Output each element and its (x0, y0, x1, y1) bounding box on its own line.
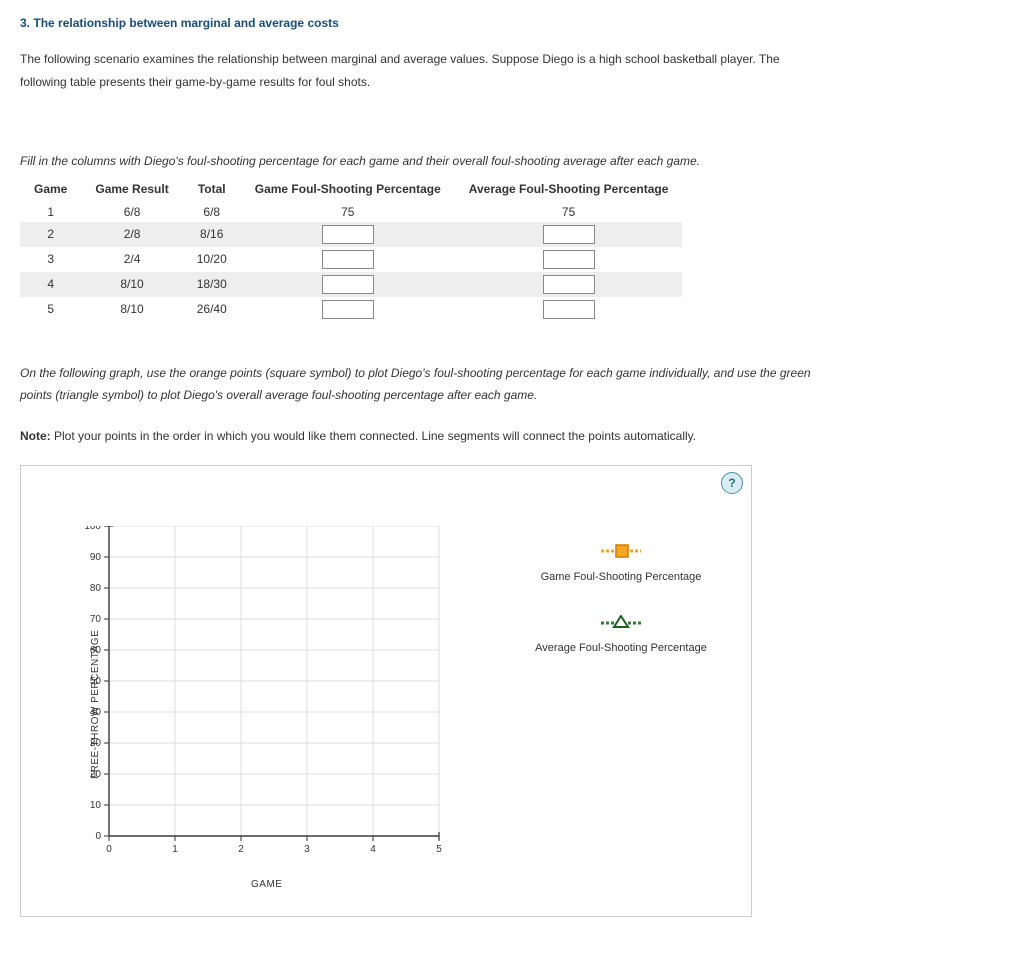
svg-text:60: 60 (90, 645, 102, 656)
cell-result: 8/10 (81, 297, 182, 322)
table-row: 32/410/20 (20, 247, 682, 272)
section-title-text: The relationship between marginal and av… (33, 16, 338, 30)
th-game-pct: Game Foul-Shooting Percentage (241, 178, 455, 202)
cell-game: 2 (20, 222, 81, 247)
cell-game-pct (241, 247, 455, 272)
legend-area: Game Foul-Shooting Percentage Average Fo… (461, 526, 741, 686)
cell-result: 8/10 (81, 272, 182, 297)
svg-text:50: 50 (90, 676, 102, 687)
chart-area[interactable]: FREE-THROW PERCENTAGE 012345010203040506… (31, 526, 461, 886)
note-label: Note: (20, 429, 51, 443)
th-avg-pct: Average Foul-Shooting Percentage (455, 178, 683, 202)
svg-text:30: 30 (90, 738, 102, 749)
th-game: Game (20, 178, 81, 202)
cell-game-pct (241, 272, 455, 297)
cell-avg-pct (455, 222, 683, 247)
svg-text:100: 100 (85, 526, 101, 532)
legend-series1-label: Game Foul-Shooting Percentage (501, 571, 741, 583)
svg-text:1: 1 (172, 844, 178, 855)
intro-paragraph: The following scenario examines the rela… (20, 48, 1004, 94)
cell-game-pct (241, 222, 455, 247)
svg-text:10: 10 (90, 800, 102, 811)
legend-series2[interactable]: Average Foul-Shooting Percentage (501, 615, 741, 654)
intro-line1a: The following scenario examines the rela… (20, 52, 780, 66)
graph-instruction: On the following graph, use the orange p… (20, 362, 1004, 408)
plot-note: Note: Plot your points in the order in w… (20, 429, 1004, 443)
intro-line1b: following table presents their game-by-g… (20, 75, 370, 89)
square-marker-icon (601, 544, 641, 558)
svg-text:80: 80 (90, 583, 102, 594)
svg-text:40: 40 (90, 707, 102, 718)
x-axis-label: GAME (251, 879, 282, 890)
plot-svg[interactable]: 0123450102030405060708090100 (85, 526, 445, 866)
cell-total: 26/40 (183, 297, 241, 322)
cell-result: 6/8 (81, 202, 182, 222)
table-row: 48/1018/30 (20, 272, 682, 297)
cell-game: 5 (20, 297, 81, 322)
cell-avg-pct: 75 (455, 202, 683, 222)
svg-text:0: 0 (95, 831, 101, 842)
section-number: 3. (20, 16, 30, 30)
table-row: 16/86/87575 (20, 202, 682, 222)
graph-instruction-line1: On the following graph, use the orange p… (20, 366, 811, 380)
svg-text:5: 5 (436, 844, 442, 855)
cell-game-pct: 75 (241, 202, 455, 222)
th-result: Game Result (81, 178, 182, 202)
cell-total: 10/20 (183, 247, 241, 272)
section-title: 3. The relationship between marginal and… (20, 16, 1004, 30)
cell-game: 3 (20, 247, 81, 272)
svg-text:20: 20 (90, 769, 102, 780)
svg-text:2: 2 (238, 844, 244, 855)
svg-text:3: 3 (304, 844, 310, 855)
legend-series1[interactable]: Game Foul-Shooting Percentage (501, 544, 741, 583)
avg-pct-input[interactable] (543, 225, 595, 244)
foul-shooting-table: Game Game Result Total Game Foul-Shootin… (20, 178, 682, 322)
cell-total: 8/16 (183, 222, 241, 247)
cell-avg-pct (455, 247, 683, 272)
cell-avg-pct (455, 272, 683, 297)
graph-instruction-line2: points (triangle symbol) to plot Diego's… (20, 388, 537, 402)
cell-result: 2/4 (81, 247, 182, 272)
triangle-marker-icon (601, 615, 641, 629)
svg-text:70: 70 (90, 614, 102, 625)
game-pct-input[interactable] (322, 225, 374, 244)
note-text: Plot your points in the order in which y… (51, 429, 696, 443)
graph-panel: ? FREE-THROW PERCENTAGE 0123450102030405… (20, 465, 752, 917)
svg-text:90: 90 (90, 552, 102, 563)
svg-text:4: 4 (370, 844, 376, 855)
table-instruction: Fill in the columns with Diego's foul-sh… (20, 154, 1004, 168)
cell-avg-pct (455, 297, 683, 322)
game-pct-input[interactable] (322, 300, 374, 319)
game-pct-input[interactable] (322, 250, 374, 269)
game-pct-input[interactable] (322, 275, 374, 294)
avg-pct-input[interactable] (543, 250, 595, 269)
cell-total: 6/8 (183, 202, 241, 222)
cell-game: 1 (20, 202, 81, 222)
legend-series2-label: Average Foul-Shooting Percentage (501, 642, 741, 654)
cell-total: 18/30 (183, 272, 241, 297)
table-row: 58/1026/40 (20, 297, 682, 322)
avg-pct-input[interactable] (543, 300, 595, 319)
cell-game: 4 (20, 272, 81, 297)
table-row: 22/88/16 (20, 222, 682, 247)
th-total: Total (183, 178, 241, 202)
cell-game-pct (241, 297, 455, 322)
cell-result: 2/8 (81, 222, 182, 247)
avg-pct-input[interactable] (543, 275, 595, 294)
svg-text:0: 0 (106, 844, 112, 855)
